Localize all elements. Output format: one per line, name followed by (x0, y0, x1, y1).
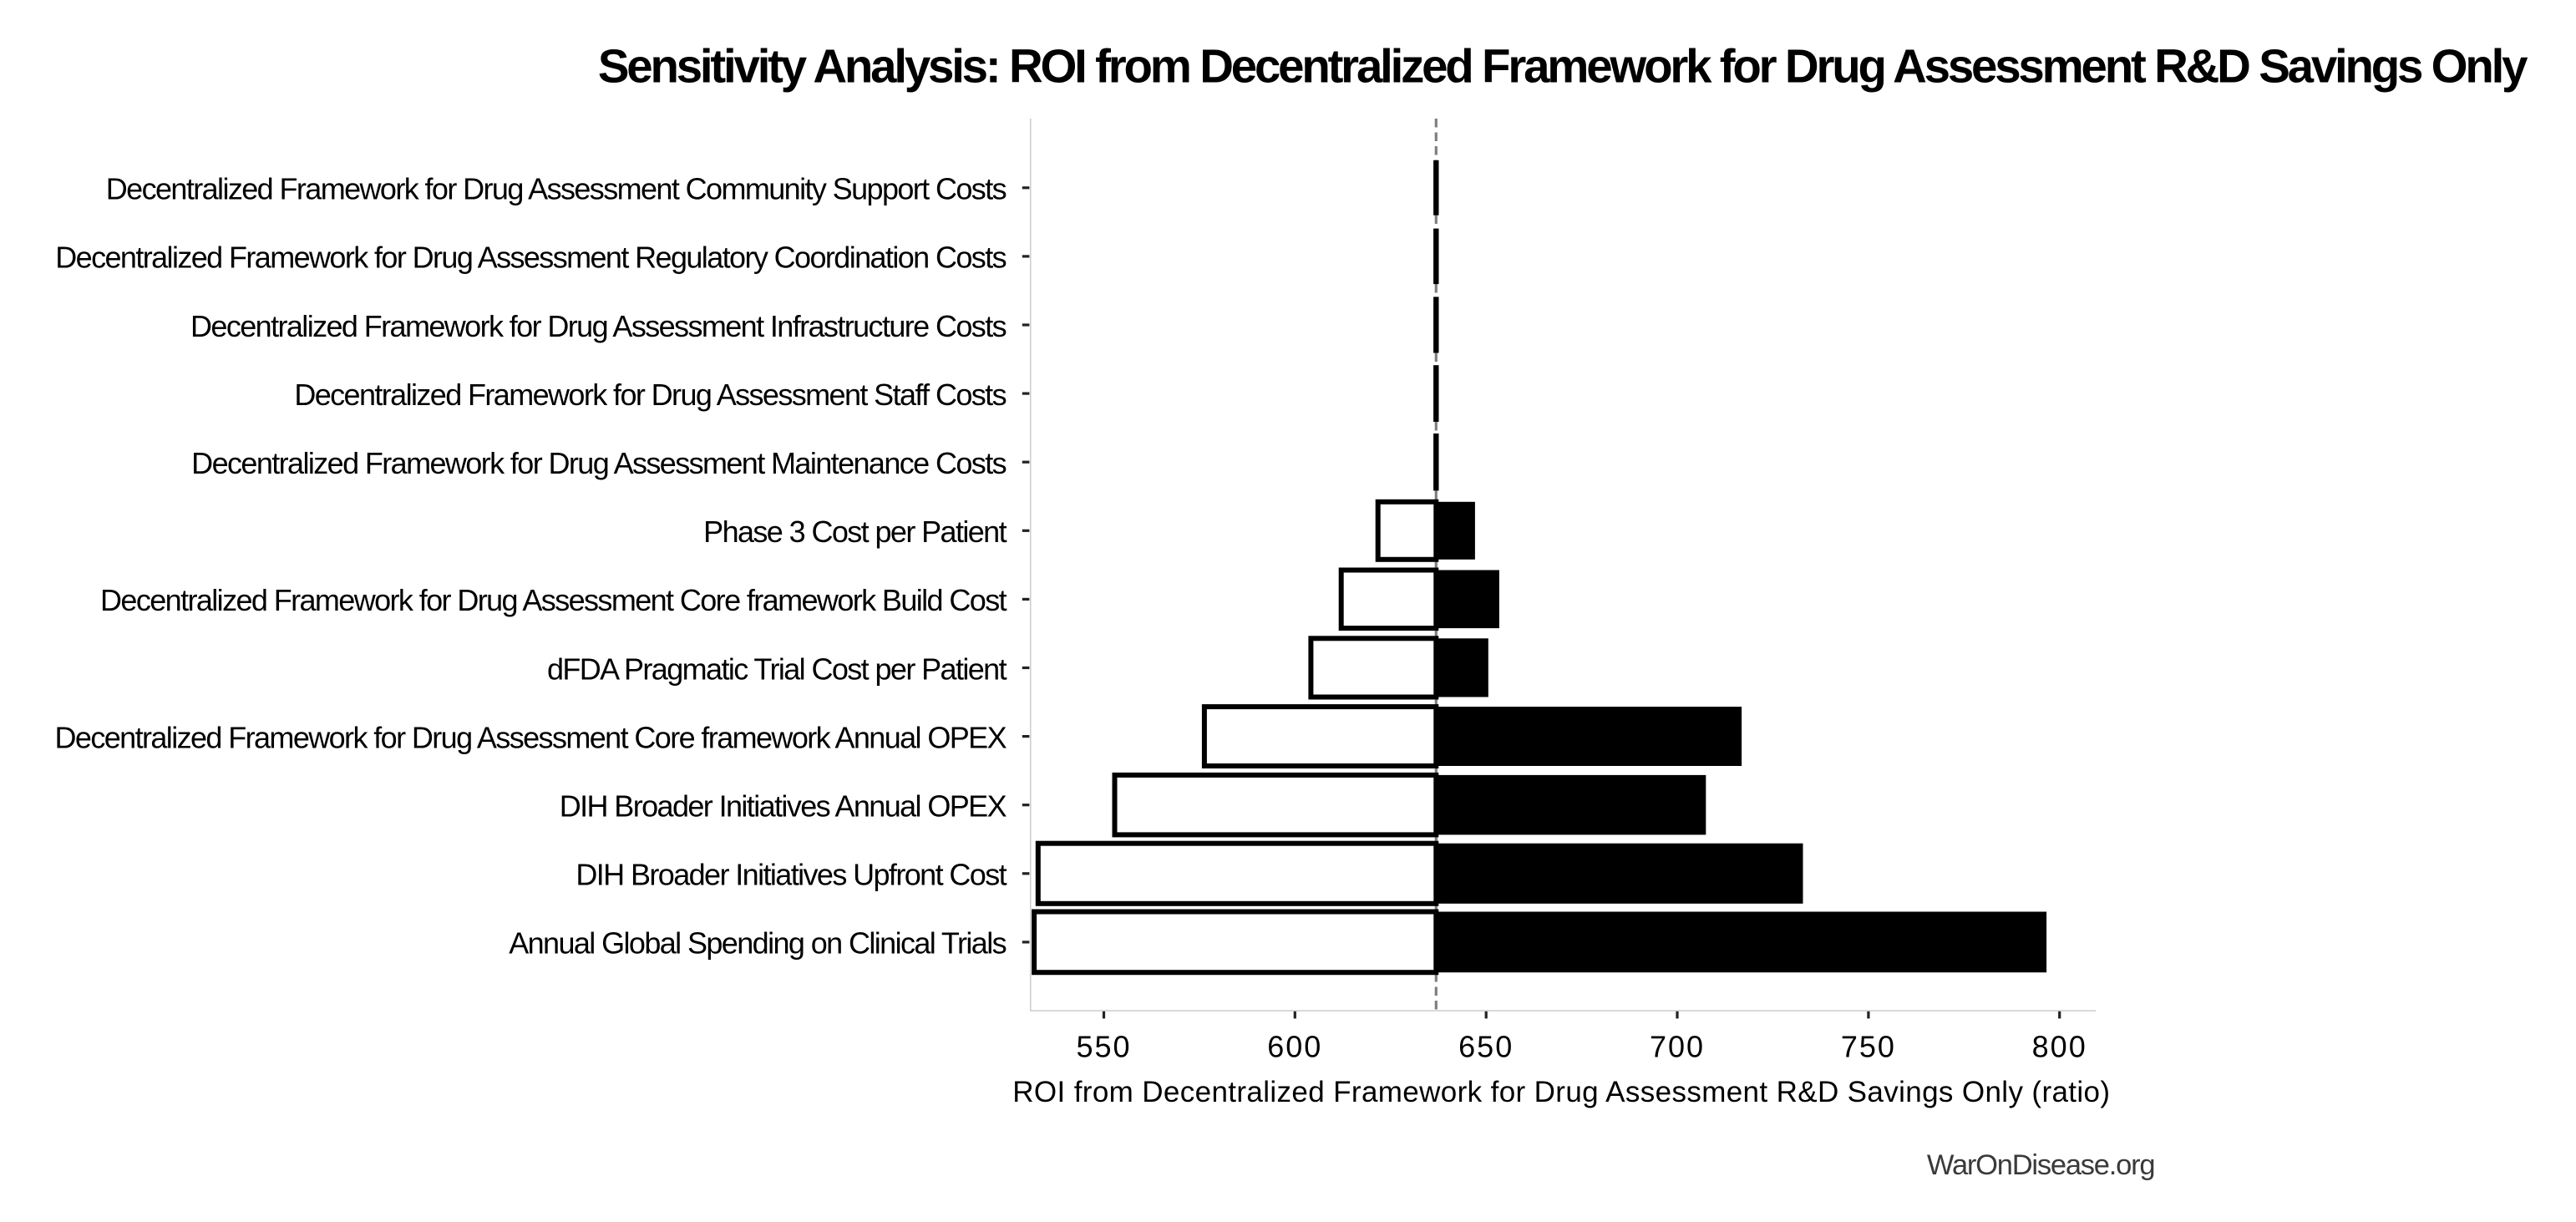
svg-text:Sensitivity Analysis: ROI from: Sensitivity Analysis: ROI from Decentral… (598, 40, 2528, 93)
svg-text:ROI from Decentralized Framewo: ROI from Decentralized Framework for Dru… (1012, 1076, 2110, 1108)
svg-text:Decentralized Framework for Dr: Decentralized Framework for Drug Assessm… (190, 309, 1007, 343)
svg-text:650: 650 (1458, 1030, 1514, 1064)
svg-text:Decentralized Framework for Dr: Decentralized Framework for Drug Assessm… (55, 241, 1006, 275)
svg-text:Decentralized Framework for Dr: Decentralized Framework for Drug Assessm… (294, 378, 1006, 412)
svg-text:WarOnDisease.org: WarOnDisease.org (1927, 1149, 2154, 1181)
svg-text:550: 550 (1076, 1030, 1131, 1064)
svg-text:Decentralized Framework for Dr: Decentralized Framework for Drug Assessm… (106, 172, 1007, 206)
svg-text:Decentralized Framework for Dr: Decentralized Framework for Drug Assessm… (55, 720, 1007, 754)
svg-text:DIH Broader Initiatives Annual: DIH Broader Initiatives Annual OPEX (560, 789, 1007, 824)
svg-text:DIH Broader Initiatives Upfron: DIH Broader Initiatives Upfront Cost (576, 858, 1007, 892)
svg-text:Decentralized Framework for Dr: Decentralized Framework for Drug Assessm… (191, 446, 1006, 480)
svg-text:750: 750 (1841, 1030, 1896, 1064)
svg-text:dFDA Pragmatic Trial Cost per: dFDA Pragmatic Trial Cost per Patient (547, 652, 1007, 686)
svg-text:Decentralized Framework for Dr: Decentralized Framework for Drug Assessm… (100, 583, 1007, 617)
svg-text:700: 700 (1650, 1030, 1705, 1064)
svg-text:800: 800 (2032, 1030, 2087, 1064)
svg-text:600: 600 (1267, 1030, 1322, 1064)
svg-text:Annual Global Spending on Clin: Annual Global Spending on Clinical Trial… (509, 926, 1006, 961)
svg-text:Phase 3 Cost per Patient: Phase 3 Cost per Patient (703, 515, 1007, 549)
